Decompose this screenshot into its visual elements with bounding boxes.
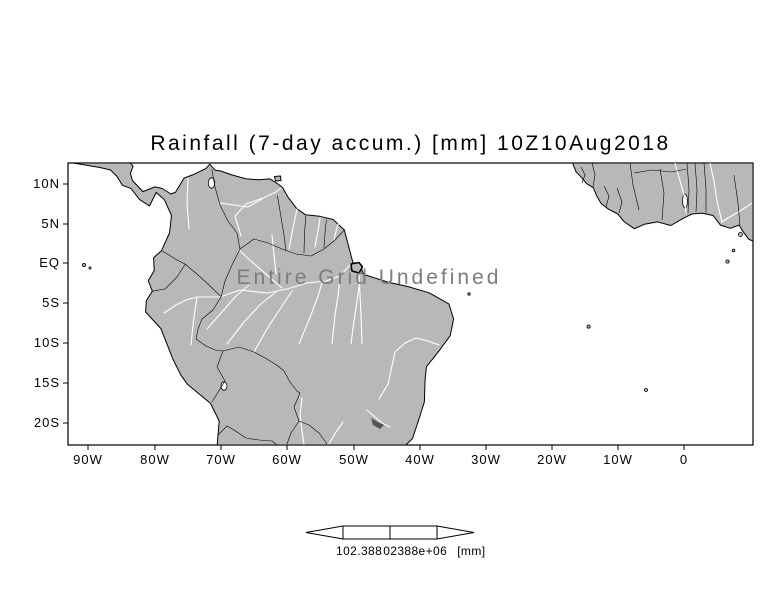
y-tick-label-eq: EQ (39, 255, 60, 270)
magdalena-river (186, 177, 190, 230)
marajo-island (350, 261, 364, 274)
landmasses (72, 163, 753, 445)
paraguay-river (299, 397, 305, 445)
y-tick-label-5n: 5N (41, 216, 60, 231)
rio-negro (238, 249, 283, 289)
orinoco-river (234, 187, 282, 237)
x-tick-label-20w: 20W (537, 452, 567, 467)
colorbar-value-2: 02388e+06 (383, 544, 448, 558)
reservoir-cluster (371, 418, 384, 429)
y-tick-label-5s: 5S (42, 295, 60, 310)
lake-titicaca (220, 381, 228, 391)
lake-maracaibo (207, 177, 216, 189)
y-tick-label-10s: 10S (33, 335, 60, 350)
x-tick-label-60w: 60W (272, 452, 302, 467)
africa-landmass (572, 163, 753, 242)
y-tick-label-10n: 10N (33, 176, 60, 191)
x-tick-label-90w: 90W (73, 452, 103, 467)
rivers (163, 163, 753, 445)
x-tick-label-50w: 50W (339, 452, 369, 467)
x-tick-label-10w: 10W (603, 452, 633, 467)
x-tick-label-30w: 30W (471, 452, 501, 467)
axis-ticks (63, 183, 685, 450)
undefined-grid-message: Entire Grid Undefined (236, 266, 502, 289)
x-tick-label-70w: 70W (206, 452, 236, 467)
colorbar (305, 525, 475, 540)
sao-francisco-river (378, 337, 440, 400)
lakes (207, 177, 688, 391)
y-tick-label-15s: 15S (33, 375, 60, 390)
x-tick-label-0: 0 (679, 452, 689, 467)
amazon-river (196, 264, 351, 298)
niger-river (709, 163, 723, 223)
x-tick-label-80w: 80W (140, 452, 170, 467)
volta-river (674, 163, 687, 214)
trinidad-island (274, 175, 282, 182)
map-plot (63, 162, 754, 450)
south-america-landmass (72, 163, 455, 445)
y-tick-label-20s: 20S (33, 415, 60, 430)
atlantic-islands (81, 232, 743, 392)
x-tick-label-40w: 40W (405, 452, 435, 467)
colorbar-value-1: 102.388 (336, 544, 383, 558)
plot-title: Rainfall (7-day accum.) [mm] 10Z10Aug201… (150, 132, 671, 155)
colorbar-units: [mm] (457, 544, 486, 558)
country-borders (152, 163, 741, 445)
colorbar-labels: 102.38802388e+06 [mm] (336, 544, 485, 558)
